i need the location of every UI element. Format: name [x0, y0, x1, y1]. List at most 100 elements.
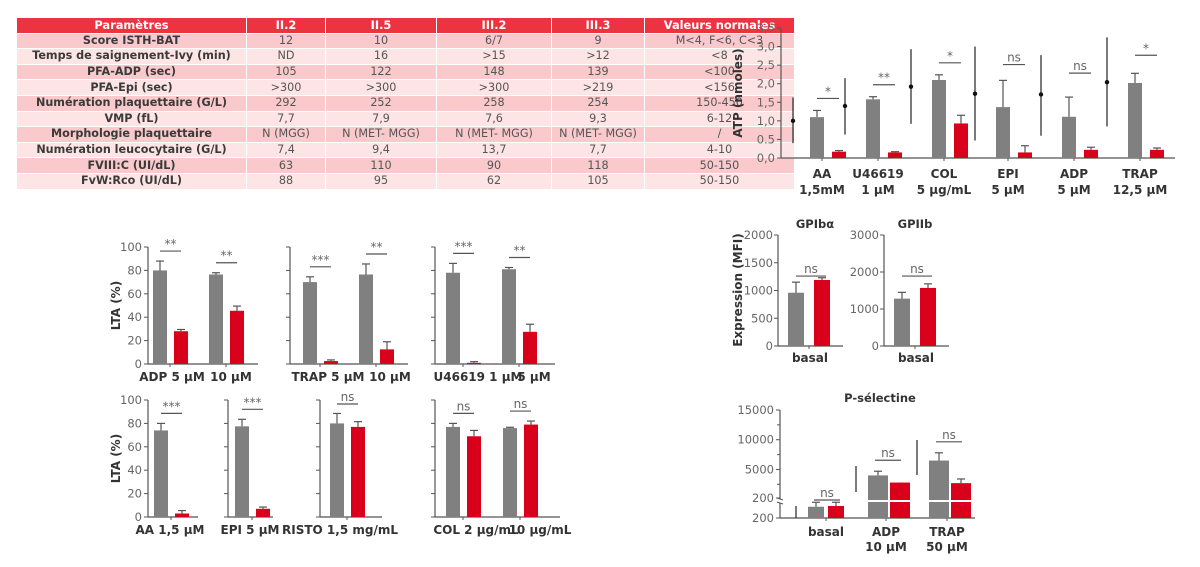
x-tick-label: COL 2 µg/mL — [433, 523, 519, 537]
panel-title: GPIIb — [898, 217, 933, 231]
control-bar — [788, 292, 804, 346]
y-tick-label: 2000 — [850, 265, 879, 279]
y-tick-label: 200 — [752, 491, 774, 505]
y-tick-label: 80 — [127, 263, 142, 277]
y-tick-label: 0,0 — [757, 151, 775, 165]
table-cell: 88 — [247, 173, 325, 189]
y-tick-label: 0 — [135, 357, 142, 371]
significance-label: ** — [514, 243, 526, 257]
parameter-name: Temps de saignement-Ivy (min) — [17, 49, 246, 64]
x-tick-label: AA 1,5 µM — [136, 523, 205, 537]
significance-label: ** — [221, 249, 233, 263]
x-tick-label: U46619 1 µM — [434, 370, 523, 384]
x-tick-label: 10 µM — [865, 540, 907, 554]
table-cell: N (MET- MGG) — [326, 127, 436, 142]
parameter-name: Numération plaquettaire (G/L) — [17, 95, 246, 111]
panel-title: GPIbα — [796, 217, 834, 231]
y-tick-label: 2,5 — [757, 58, 775, 72]
patient-bar — [467, 362, 481, 364]
x-tick-label: basal — [898, 351, 934, 365]
table-cell: 292 — [247, 95, 325, 111]
x-tick-label: 1,5mM — [799, 183, 845, 197]
table-cell: >219 — [552, 80, 644, 95]
table-cell: <100 — [645, 64, 794, 80]
patient-bar — [230, 310, 244, 364]
table-cell: >300 — [247, 80, 325, 95]
significance-label: ns — [910, 262, 924, 276]
x-tick-label: basal — [808, 525, 844, 539]
y-axis-label: ATP (nmoles) — [731, 48, 745, 137]
y-axis-label: LTA (%) — [109, 434, 123, 483]
table-cell: 63 — [247, 158, 325, 173]
control-bar — [1128, 82, 1142, 158]
table-cell: 7,6 — [437, 111, 551, 127]
table-cell: >300 — [326, 80, 436, 95]
x-tick-label: 5 µM — [991, 183, 1024, 197]
table-cell: 9,4 — [326, 142, 436, 158]
reference-mean-dot — [790, 118, 796, 124]
y-tick-label: 20 — [127, 334, 142, 348]
y-tick-label: 40 — [127, 310, 142, 324]
patient-bar — [175, 513, 189, 517]
x-tick-label: RISTO 1,5 mg/mL — [282, 523, 398, 537]
y-tick-label: 40 — [127, 463, 142, 477]
patient-bar — [523, 331, 537, 364]
y-tick-label: 60 — [127, 440, 142, 454]
x-tick-label: TRAP — [1122, 167, 1158, 181]
column-header: Valeurs normales — [645, 18, 794, 33]
y-tick-label: 1000 — [744, 284, 773, 298]
parameter-name: FvW:Rco (UI/dL) — [17, 173, 246, 189]
patient-bar — [1084, 149, 1098, 158]
table-cell: 7,7 — [247, 111, 325, 127]
reference-mean-dot — [972, 91, 978, 96]
table-cell: 148 — [437, 64, 551, 80]
control-bar — [808, 506, 824, 518]
table-cell: N (MET- MGG) — [437, 127, 551, 142]
y-tick-label: 100 — [120, 240, 142, 254]
patient-bar — [832, 151, 846, 158]
control-bar — [1062, 116, 1076, 158]
control-bar — [209, 274, 223, 364]
table-header-row: Paramètres II.2 II.5 III.2 III.3 Valeurs norm… — [17, 18, 794, 33]
significance-label: ns — [1073, 59, 1087, 73]
significance-label: ** — [165, 237, 177, 251]
table-cell: 4-10 — [645, 142, 794, 158]
y-tick-label: 3,0 — [757, 40, 775, 54]
table-cell: 110 — [326, 158, 436, 173]
control-bar — [894, 298, 910, 346]
x-tick-label: 50 µM — [926, 540, 968, 554]
y-tick-label: 1,0 — [757, 114, 775, 128]
control-bar — [359, 274, 373, 364]
table-cell: 95 — [326, 173, 436, 189]
reference-mean-dot — [908, 84, 914, 89]
table-row: Numération leucocytaire (G/L) 7,4 9,4 13,7 7… — [17, 142, 794, 158]
patient-bar — [467, 436, 481, 517]
x-tick-label: COL — [931, 167, 958, 181]
patient-bar — [1150, 149, 1164, 158]
patient-bar — [324, 361, 338, 364]
significance-label: ns — [881, 446, 895, 460]
table-cell: <8 — [645, 49, 794, 64]
reference-mean-dot — [1104, 80, 1110, 85]
y-tick-label: 15000 — [737, 403, 774, 417]
table-cell: 150-450 — [645, 95, 794, 111]
significance-label: *** — [163, 399, 181, 413]
parameter-name: Morphologie plaquettaire — [17, 127, 246, 142]
y-tick-label: 1500 — [744, 256, 773, 270]
patient-bar — [828, 506, 844, 518]
table-cell: N (MGG) — [247, 127, 325, 142]
table-cell: >300 — [437, 80, 551, 95]
table-row: PFA-Epi (sec) >300 >300 >300 >219 <156 — [17, 80, 794, 95]
y-tick-label: 3000 — [850, 228, 879, 242]
y-tick-label: 1000 — [850, 302, 879, 316]
significance-label: ns — [1007, 51, 1021, 65]
x-tick-label: 10 µg/mL — [509, 523, 572, 537]
x-tick-label: ADP — [1060, 167, 1088, 181]
control-bar — [330, 423, 344, 517]
table-cell: 50-150 — [645, 173, 794, 189]
y-tick-label: 0.5 — [757, 132, 775, 146]
patient-bar — [920, 287, 936, 346]
x-tick-label: AA — [813, 167, 832, 181]
parameter-name: VMP (fL) — [17, 111, 246, 127]
table-cell: 9 — [552, 33, 644, 49]
